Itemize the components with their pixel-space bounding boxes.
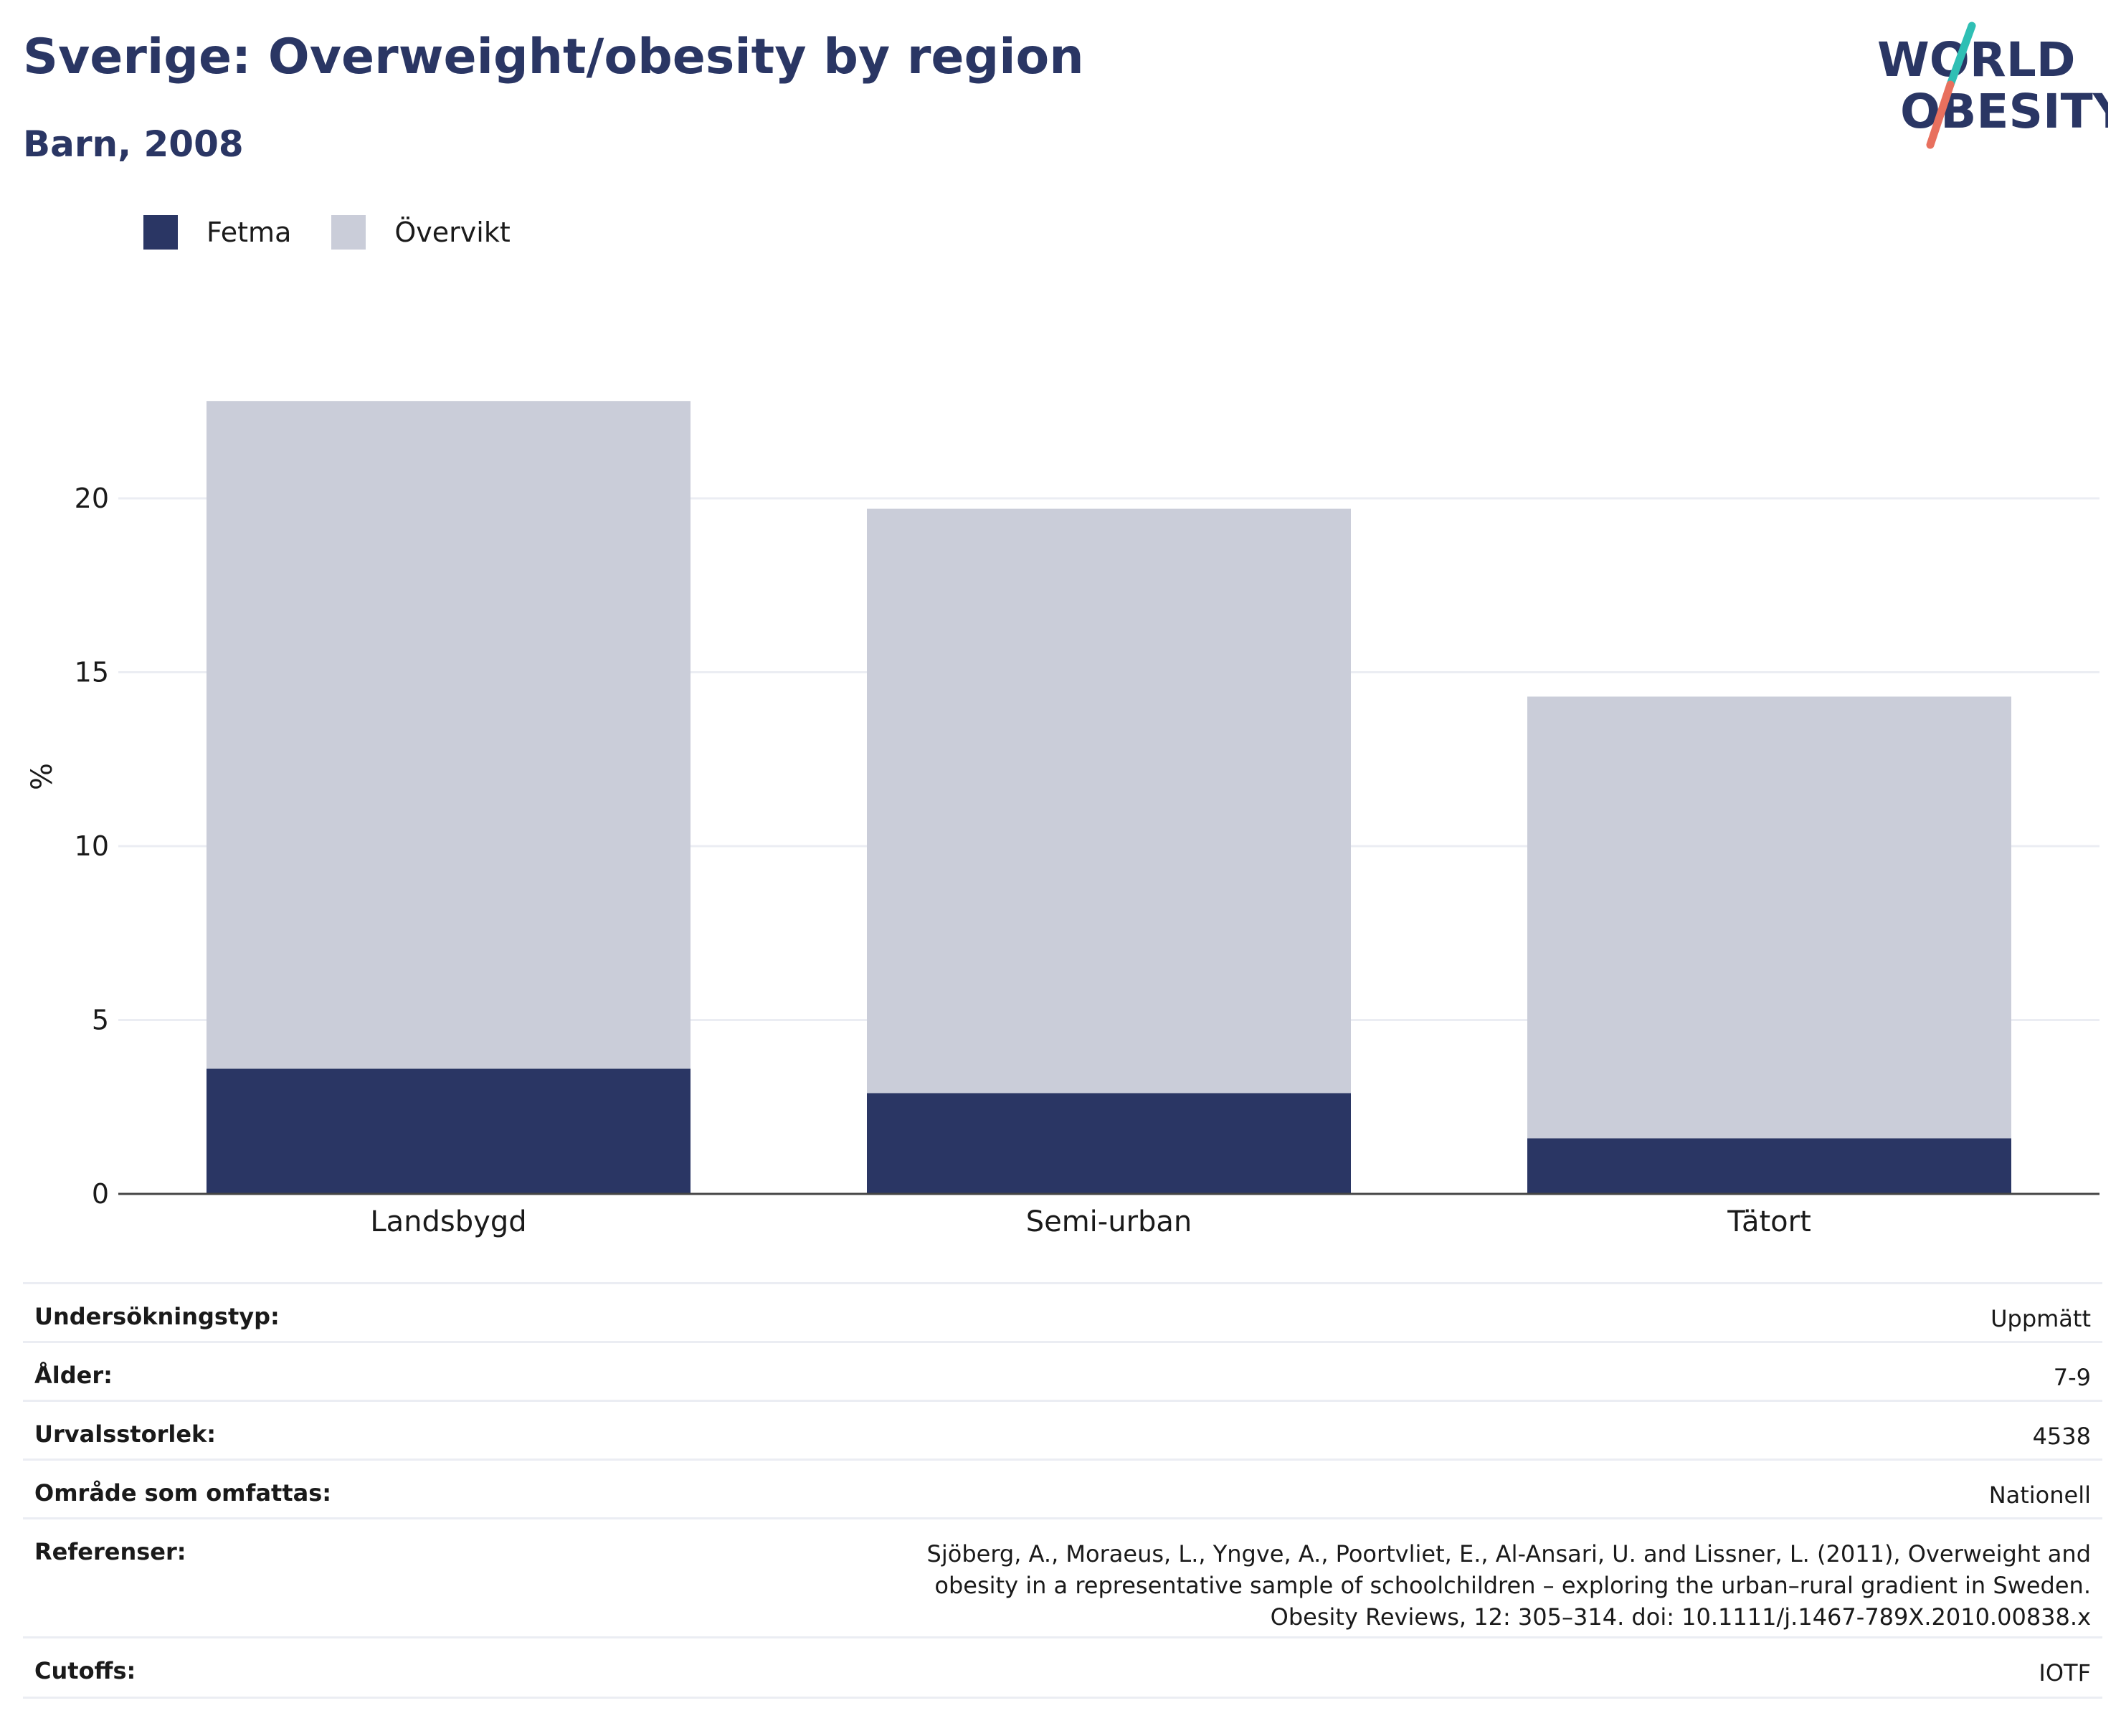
x-tick-label: Semi-urban [1026, 1205, 1192, 1238]
logo-slash-coral [1926, 80, 1955, 149]
y-tick-label: 20 [75, 483, 109, 514]
y-tick-label: 10 [75, 830, 109, 862]
logo-text-world: WORLD [1877, 32, 2076, 87]
info-row: Undersökningstyp: Uppmätt [23, 1282, 2102, 1342]
x-tick-label: Landsbygd [370, 1205, 526, 1238]
y-tick-label: 5 [92, 1005, 109, 1036]
info-row: Område som omfattas: Nationell [23, 1458, 2102, 1519]
chart-legend: Fetma Övervikt [143, 214, 551, 251]
bar-fetma-2[interactable] [1527, 1138, 2011, 1194]
survey-info-table: Undersökningstyp: Uppmätt Ålder: 7-9 Urvalss… [23, 1282, 2102, 1699]
chart-title: Sverige: Overweight/obesity by region [23, 29, 1084, 85]
y-tick-label: 15 [75, 657, 109, 688]
bar-övervikt-0[interactable] [207, 401, 691, 1069]
legend-swatch [143, 215, 178, 250]
info-key: Cutoffs: [23, 1636, 343, 1699]
info-value: IOTF [343, 1636, 2102, 1699]
world-obesity-logo: WORLD OBESITY [1877, 22, 2108, 149]
info-value: Uppmätt [343, 1282, 2102, 1342]
y-tick-label: 0 [92, 1178, 109, 1210]
info-value: Nationell [343, 1458, 2102, 1519]
logo-slash-teal [1946, 22, 1976, 89]
info-value: 7-9 [343, 1341, 2102, 1401]
bar-övervikt-2[interactable] [1527, 696, 2011, 1139]
info-row: Ålder: 7-9 [23, 1341, 2102, 1401]
stacked-bar-chart: 0 5 10 15 20% Landsbygd Semi-urban Tätort [26, 401, 2099, 1238]
x-tick-label: Tätort [1727, 1205, 1811, 1238]
info-key: Område som omfattas: [23, 1458, 343, 1519]
legend-item-0[interactable]: Fetma [143, 215, 291, 250]
legend-label: Fetma [207, 217, 292, 248]
info-row: Referenser: Sjöberg, A., Moraeus, L., Yng… [23, 1517, 2102, 1638]
y-axis-label: % [26, 763, 59, 790]
legend-swatch [331, 215, 366, 250]
bar-fetma-0[interactable] [207, 1068, 691, 1194]
info-value: 4538 [343, 1400, 2102, 1460]
info-key: Ålder: [23, 1341, 343, 1401]
info-key: Referenser: [23, 1517, 343, 1638]
info-value: Sjöberg, A., Moraeus, L., Yngve, A., Poo… [343, 1517, 2102, 1638]
legend-item-1[interactable]: Övervikt [331, 215, 511, 250]
info-key: Urvalsstorlek: [23, 1400, 343, 1460]
info-key: Undersökningstyp: [23, 1282, 343, 1342]
chart-subtitle: Barn, 2008 [23, 123, 244, 165]
info-row: Urvalsstorlek: 4538 [23, 1400, 2102, 1460]
legend-label: Övervikt [394, 217, 511, 248]
info-row: Cutoffs: IOTF [23, 1636, 2102, 1699]
bar-fetma-1[interactable] [867, 1093, 1351, 1194]
bar-övervikt-1[interactable] [867, 508, 1351, 1094]
